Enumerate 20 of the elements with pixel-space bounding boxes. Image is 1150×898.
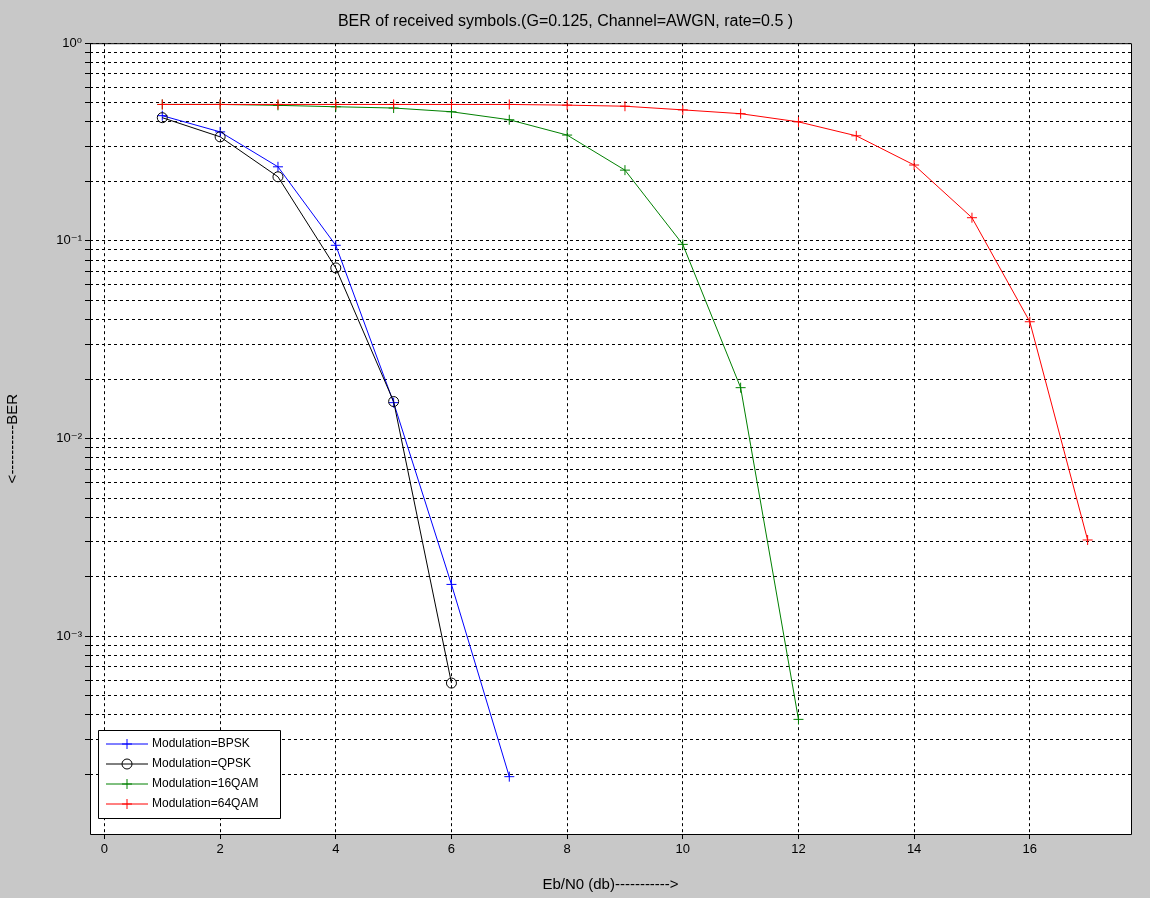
- y-tick-label: 10⁻¹: [56, 232, 83, 248]
- x-tick-label: 6: [447, 841, 456, 857]
- legend-label: Modulation=BPSK: [152, 736, 250, 751]
- x-axis-title: Eb/N0 (db)----------->: [542, 875, 679, 893]
- y-tick-label: 10⁰: [62, 34, 82, 50]
- y-tick-label: 10⁻²: [56, 430, 83, 446]
- chart-title: BER of received symbols.(G=0.125, Channel=AWGN, rate=0.5 ): [337, 12, 794, 30]
- x-tick-label: 14: [906, 841, 922, 857]
- legend-label: Modulation=QPSK: [152, 756, 252, 771]
- x-tick-label: 8: [563, 841, 571, 857]
- x-tick-label: 4: [332, 841, 340, 857]
- x-tick-label: 16: [1022, 841, 1038, 857]
- legend-label: Modulation=64QAM: [152, 796, 259, 811]
- y-axis-title: <----------BER: [3, 393, 21, 484]
- legend-label: Modulation=16QAM: [152, 776, 259, 791]
- x-tick-label: 12: [791, 841, 806, 857]
- x-tick-label: 10: [675, 841, 691, 857]
- x-tick-label: 2: [216, 841, 224, 857]
- x-tick-label: 0: [100, 841, 109, 857]
- y-tick-label: 10⁻³: [56, 627, 83, 643]
